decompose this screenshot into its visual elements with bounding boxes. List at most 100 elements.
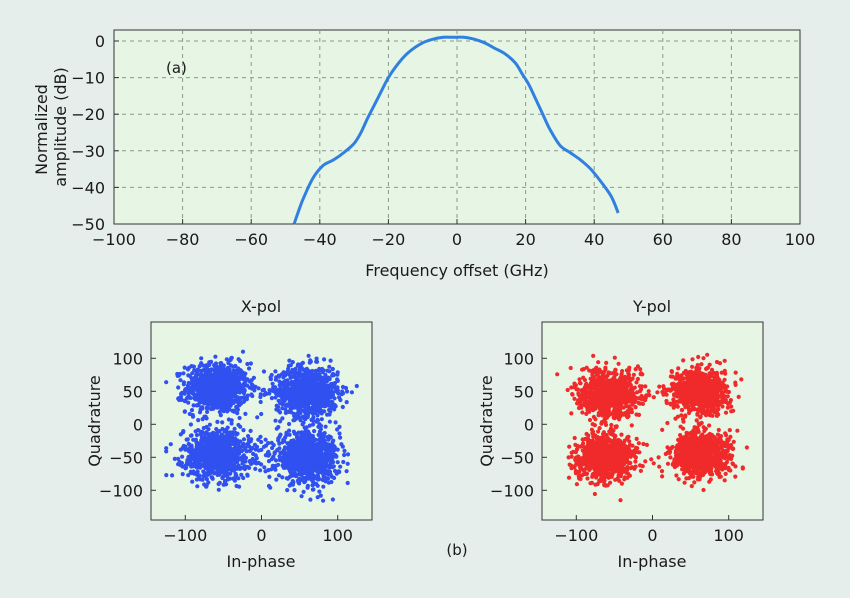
xpol-point bbox=[245, 383, 250, 388]
xpol-point bbox=[323, 374, 328, 379]
ypol-point bbox=[569, 385, 574, 390]
spectrum-x-tick-label: 60 bbox=[653, 230, 673, 249]
spectrum-y-tick-label: 0 bbox=[95, 32, 105, 51]
xpol-point bbox=[229, 401, 234, 406]
spectrum-panel: −100 −80 −60 −40 −20 0 20 40 60 80 1000−10−20−30−4… bbox=[32, 29, 815, 280]
xpol-point bbox=[205, 471, 210, 476]
xpol-point bbox=[253, 466, 258, 471]
xpol-point bbox=[317, 489, 322, 494]
xpol-point bbox=[342, 452, 347, 458]
xpol-point bbox=[182, 409, 187, 414]
ypol-point bbox=[604, 360, 609, 365]
xpol-point bbox=[207, 368, 212, 373]
ypol-plot-area bbox=[541, 321, 764, 521]
xpol-point bbox=[213, 354, 218, 359]
ypol-point bbox=[603, 411, 608, 416]
xpol-point bbox=[200, 405, 205, 410]
ypol-point bbox=[612, 413, 618, 418]
xpol-x-tick-label: −100 bbox=[163, 526, 207, 545]
xpol-point bbox=[197, 458, 202, 463]
xpol-point bbox=[314, 458, 319, 463]
ypol-point bbox=[602, 404, 607, 409]
xpol-point bbox=[315, 477, 321, 482]
xpol-point bbox=[342, 448, 347, 453]
xpol-point bbox=[215, 419, 220, 424]
xpol-point bbox=[259, 411, 264, 417]
xpol-point bbox=[269, 396, 274, 401]
xpol-point bbox=[333, 420, 338, 425]
xpol-point bbox=[249, 382, 255, 387]
xpol-point bbox=[332, 396, 337, 401]
ypol-point bbox=[625, 408, 631, 413]
xpol-point bbox=[325, 368, 330, 373]
xpol-point bbox=[172, 456, 177, 461]
xpol-point bbox=[285, 446, 290, 451]
xpol-point bbox=[302, 444, 307, 449]
xpol-point bbox=[226, 439, 231, 444]
xpol-point bbox=[319, 395, 324, 400]
xpol-point bbox=[283, 465, 288, 470]
xpol-point bbox=[231, 408, 236, 413]
xpol-point bbox=[287, 389, 292, 394]
xpol-point bbox=[311, 487, 316, 492]
xpol-point bbox=[226, 417, 231, 422]
xpol-point bbox=[231, 383, 236, 388]
spectrum-y-axis-label-line1: Normalized bbox=[32, 84, 51, 175]
xpol-point bbox=[197, 474, 202, 480]
xpol-point bbox=[273, 377, 278, 382]
ypol-point bbox=[625, 415, 630, 420]
ypol-point bbox=[621, 405, 626, 410]
ypol-point bbox=[657, 384, 662, 389]
xpol-point bbox=[309, 464, 314, 470]
xpol-point bbox=[322, 357, 327, 362]
xpol-point bbox=[312, 382, 317, 387]
xpol-point bbox=[218, 413, 223, 418]
xpol-point bbox=[338, 464, 343, 469]
xpol-point bbox=[262, 465, 267, 470]
xpol-point bbox=[313, 410, 318, 415]
xpol-point bbox=[190, 479, 195, 484]
xpol-point bbox=[320, 370, 325, 375]
ypol-point bbox=[610, 389, 615, 394]
ypol-point bbox=[620, 387, 625, 392]
xpol-point bbox=[308, 384, 313, 389]
ypol-point bbox=[605, 388, 610, 393]
spectrum-x-tick-label: 0 bbox=[452, 230, 462, 249]
xpol-point bbox=[273, 369, 278, 374]
xpol-point bbox=[258, 468, 263, 473]
xpol-point bbox=[306, 454, 311, 459]
xpol-point bbox=[312, 438, 317, 443]
xpol-point bbox=[274, 407, 279, 412]
xpol-point bbox=[299, 362, 304, 367]
xpol-point bbox=[231, 449, 237, 454]
ypol-point bbox=[651, 395, 656, 400]
xpol-point bbox=[218, 403, 223, 408]
xpol-point bbox=[253, 447, 258, 452]
xpol-point bbox=[354, 383, 359, 389]
xpol-point bbox=[327, 442, 332, 448]
xpol-point bbox=[219, 467, 224, 473]
xpol-point bbox=[199, 445, 204, 450]
xpol-point bbox=[267, 388, 272, 393]
xpol-point bbox=[224, 482, 229, 487]
ypol-point bbox=[722, 358, 727, 363]
ypol-point bbox=[581, 375, 586, 380]
xpol-point bbox=[284, 410, 289, 415]
xpol-point bbox=[290, 367, 295, 373]
xpol-point bbox=[203, 440, 208, 445]
xpol-point bbox=[292, 404, 297, 409]
xpol-point bbox=[341, 459, 346, 465]
xpol-point bbox=[195, 379, 200, 384]
xpol-point bbox=[186, 454, 191, 460]
ypol-point bbox=[638, 395, 643, 400]
spectrum-ticks: −100 −80 −60 −40 −20 0 20 40 60 80 1000−10−20−30−4… bbox=[71, 32, 815, 249]
xpol-point bbox=[221, 399, 227, 404]
xpol-point bbox=[185, 437, 190, 442]
ypol-point bbox=[603, 422, 609, 427]
xpol-point bbox=[194, 465, 199, 470]
xpol-point bbox=[344, 389, 350, 394]
xpol-point bbox=[207, 381, 212, 386]
xpol-point bbox=[243, 411, 248, 416]
